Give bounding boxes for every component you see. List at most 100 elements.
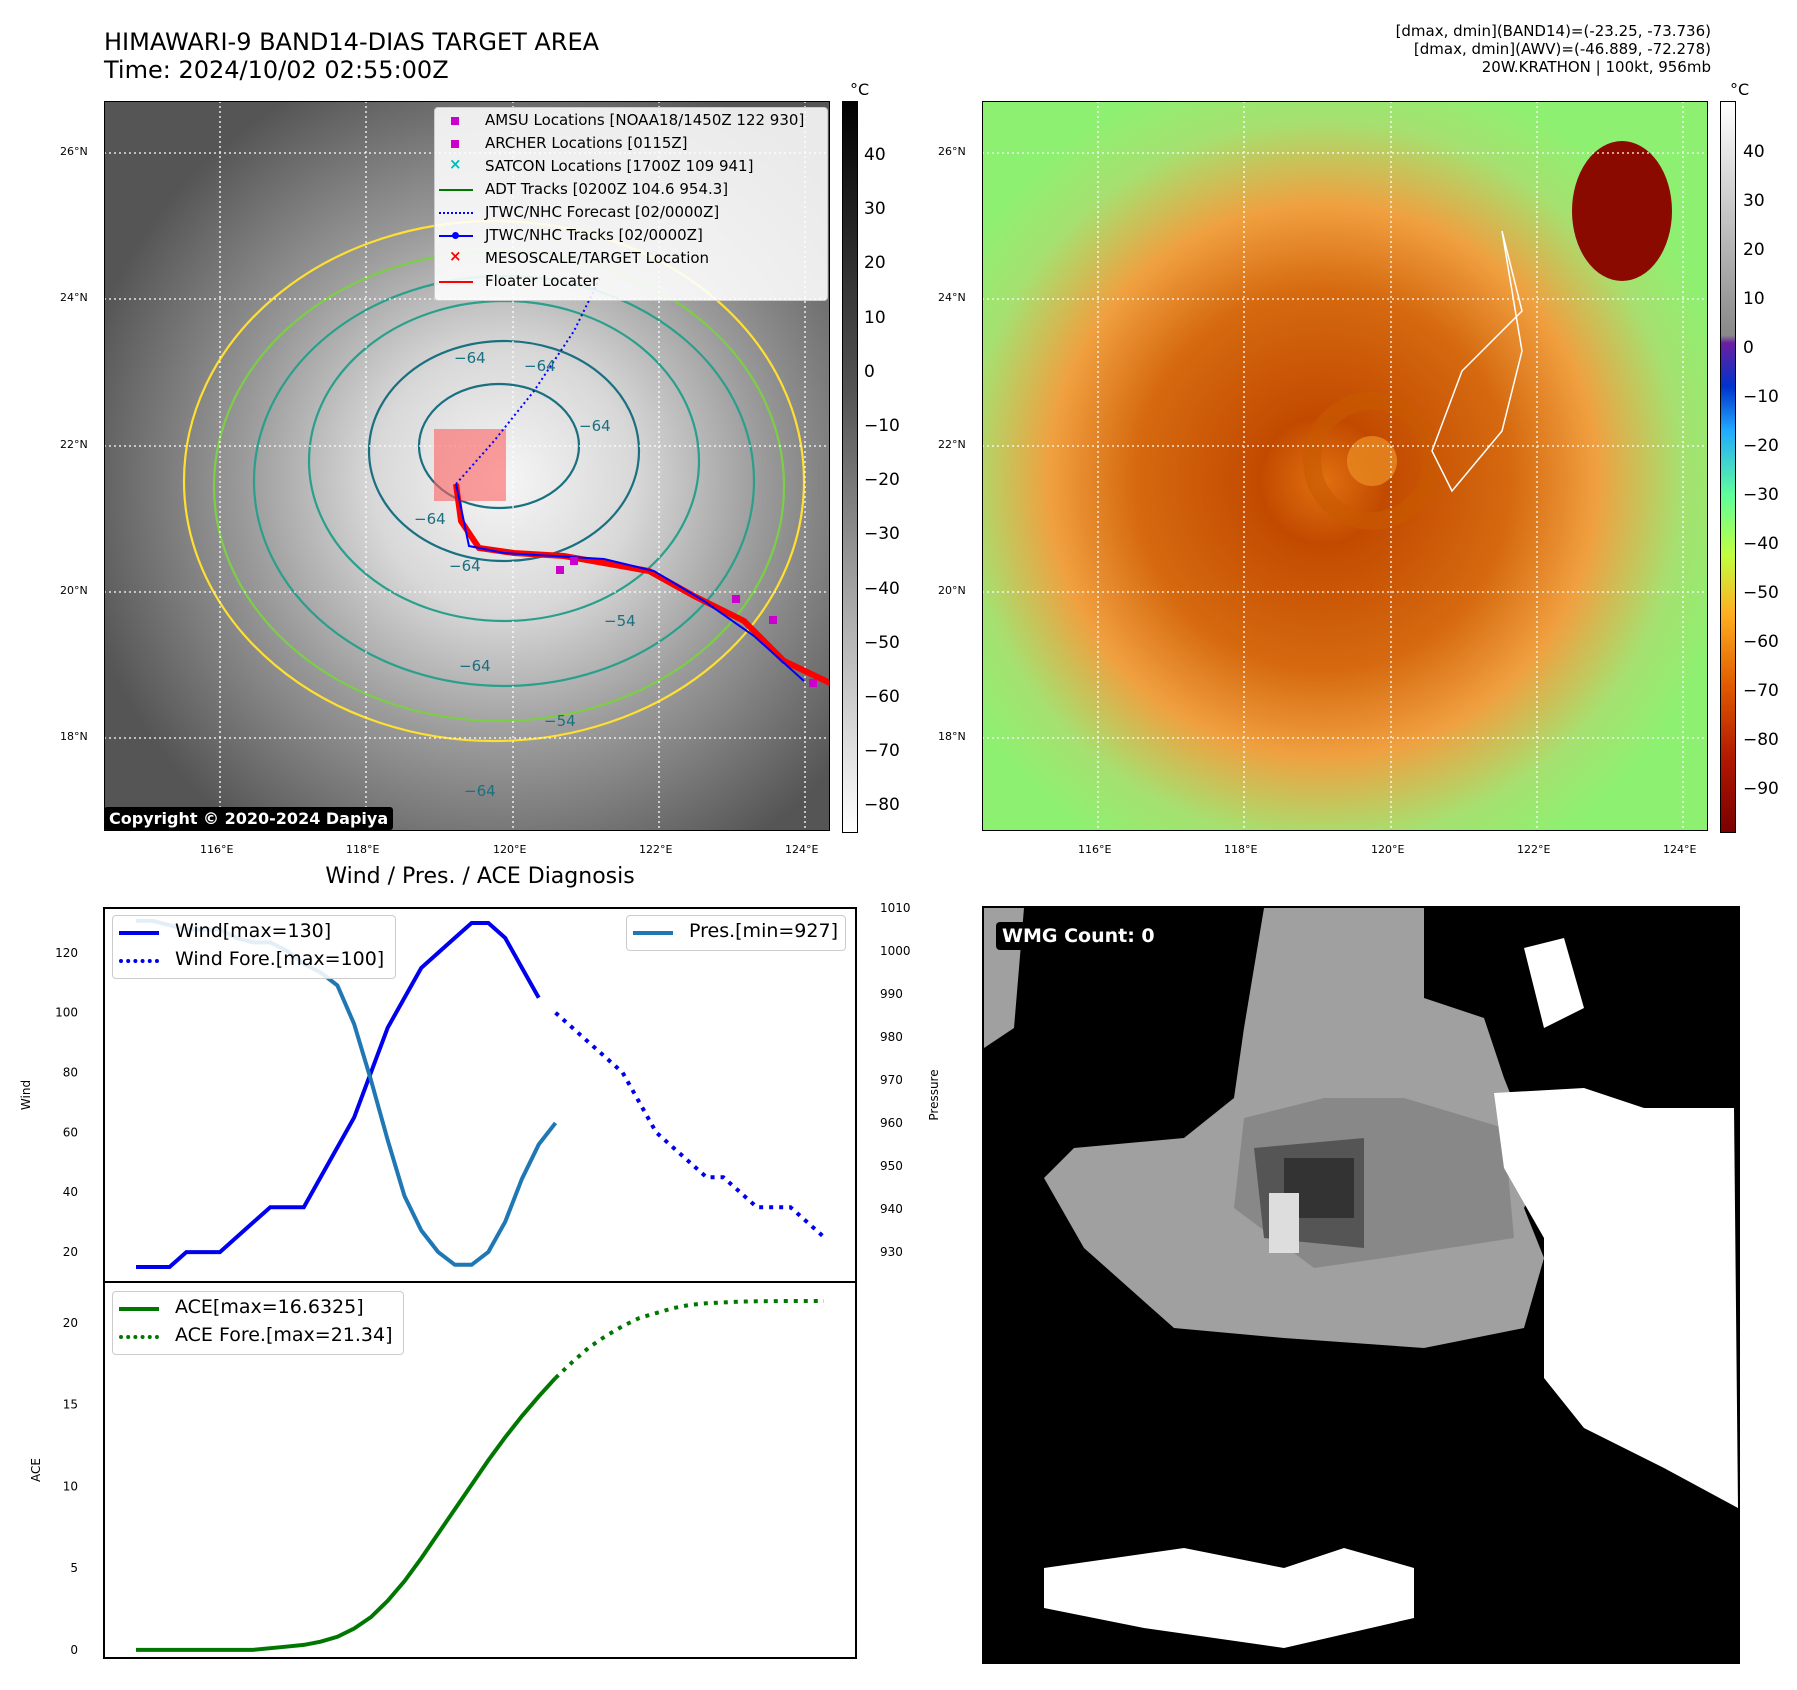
left-cb-tick: −70 [864, 741, 900, 762]
ace-axes [103, 1281, 857, 1659]
wind-tick: 80 [63, 1066, 78, 1080]
left-colorbar [842, 101, 858, 833]
pres-tick: 990 [880, 987, 903, 1001]
lon-tick: 118°E [1224, 843, 1258, 856]
right-cb-tick: −10 [1743, 387, 1779, 407]
left-cb-tick: −10 [864, 416, 900, 436]
line-marker-icon [439, 189, 473, 191]
lon-tick: 116°E [1078, 843, 1112, 856]
pres-tick: 960 [880, 1116, 903, 1130]
lat-tick: 22°N [60, 438, 88, 451]
pres-tick: 1000 [880, 944, 911, 958]
wmg-panel: WMG Count: 0 [982, 906, 1740, 1664]
right-cb-tick: 0 [1743, 338, 1754, 358]
target-box [434, 429, 506, 501]
ace-forecast-series [554, 1298, 824, 1380]
ace-series [136, 1376, 557, 1652]
wind-tick: 100 [55, 1006, 78, 1020]
lat-tick: 18°N [938, 730, 966, 743]
left-cb-tick: 20 [864, 253, 886, 274]
wind-legend: Wind[max=130] Wind Fore.[max=100] [112, 915, 396, 979]
ace-ylabel: ACE [29, 1458, 43, 1482]
line-marker-icon [439, 281, 473, 283]
line-marker-icon [119, 931, 159, 935]
lat-tick: 20°N [938, 584, 966, 597]
diagnosis-title: Wind / Pres. / ACE Diagnosis [325, 864, 635, 889]
left-cb-tick: 0 [864, 361, 875, 382]
right-cb-tick: −70 [1743, 681, 1779, 701]
contour-label: −64 [459, 657, 491, 675]
right-map-image [981, 100, 1709, 832]
wmg-image [984, 908, 1738, 1648]
ace-tick: 5 [70, 1561, 78, 1575]
wind-tick: 120 [55, 946, 78, 960]
dotted-line-icon [119, 1335, 159, 1339]
stats-line-1: [dmax, dmin](BAND14)=(-23.25, -73.736) [1395, 22, 1711, 40]
lon-tick: 118°E [346, 843, 380, 856]
lon-tick: 122°E [1517, 843, 1551, 856]
wind-tick: 40 [63, 1185, 78, 1199]
ace-tick: 20 [63, 1316, 78, 1330]
right-cb-tick: −80 [1743, 730, 1779, 750]
lat-tick: 24°N [60, 291, 88, 304]
lon-tick: 122°E [639, 843, 673, 856]
wind-tick: 20 [63, 1245, 78, 1259]
contour-label: −64 [464, 782, 496, 800]
pres-tick: 950 [880, 1159, 903, 1173]
line-marker-icon [119, 1307, 159, 1311]
ace-legend: ACE[max=16.6325] ACE Fore.[max=21.34] [112, 1291, 404, 1355]
ace-tick: 10 [63, 1479, 78, 1493]
square-marker-icon [451, 140, 459, 148]
stats-line-2: [dmax, dmin](AWV)=(-46.889, -72.278) [1413, 40, 1711, 58]
right-colorbar-unit: °C [1730, 80, 1750, 99]
lon-tick: 124°E [785, 843, 819, 856]
left-cb-tick: −40 [864, 578, 900, 599]
title-line-1: HIMAWARI-9 BAND14-DIAS TARGET AREA [104, 28, 600, 56]
left-cb-tick: −30 [864, 524, 900, 545]
lon-tick: 120°E [493, 843, 527, 856]
lat-tick: 26°N [938, 145, 966, 158]
right-cb-tick: 10 [1743, 289, 1765, 309]
left-cb-tick: −80 [864, 795, 900, 816]
left-cb-tick: −50 [864, 632, 900, 653]
pres-tick: 1010 [880, 901, 911, 915]
pres-legend: Pres.[min=927] [626, 915, 846, 951]
x-marker-icon: × [449, 155, 462, 173]
pres-tick: 930 [880, 1245, 903, 1259]
right-map-panel [981, 100, 1709, 832]
taiwan-coastline [1431, 230, 1523, 493]
wind-series [136, 920, 541, 1270]
lat-tick: 20°N [60, 584, 88, 597]
left-colorbar-unit: °C [850, 80, 870, 99]
pres-tick: 940 [880, 1202, 903, 1216]
lat-tick: 24°N [938, 291, 966, 304]
contour-label: −64 [449, 557, 481, 575]
left-cb-tick: 10 [864, 307, 886, 328]
right-cb-tick: −60 [1743, 632, 1779, 652]
jtwc-track [455, 483, 805, 682]
contour-label: −54 [544, 712, 576, 730]
left-map-panel: −64 −64 −64 −64 −64 −64 −54 −54 −64 AMSU… [103, 100, 832, 832]
wind-tick: 60 [63, 1125, 78, 1139]
lon-tick: 120°E [1371, 843, 1405, 856]
x-marker-icon: × [449, 247, 462, 265]
left-cb-tick: 30 [864, 199, 886, 220]
right-cb-tick: −90 [1743, 779, 1779, 799]
line-marker-icon [633, 931, 673, 935]
left-cb-tick: −60 [864, 687, 900, 707]
pres-ylabel: Pressure [927, 1069, 941, 1120]
lon-tick: 124°E [1663, 843, 1697, 856]
right-cb-tick: 40 [1743, 142, 1765, 162]
stats-line-3: 20W.KRATHON | 100kt, 956mb [1481, 58, 1711, 76]
copyright-badge: Copyright © 2020-2024 Dapiya [104, 807, 394, 830]
left-cb-tick: −20 [864, 470, 900, 491]
contour-label: −54 [604, 612, 636, 630]
convection-blob [1572, 141, 1672, 281]
pres-tick: 980 [880, 1030, 903, 1044]
right-cb-tick: 20 [1743, 240, 1765, 260]
right-cb-tick: −50 [1743, 583, 1779, 603]
right-cb-tick: −40 [1743, 534, 1779, 554]
dotted-line-icon [119, 959, 159, 963]
map-legend: AMSU Locations [NOAA18/1450Z 122 930] AR… [434, 107, 828, 301]
